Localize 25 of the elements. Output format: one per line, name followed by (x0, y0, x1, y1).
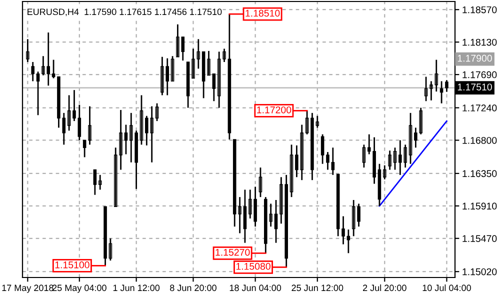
x-tick-label: 1 Jun 12:00 (113, 284, 160, 292)
y-tick-label: 1.17240 (462, 104, 497, 112)
y-tick-label: 1.16800 (462, 136, 497, 144)
annotation: 1.17900 (458, 54, 492, 62)
x-tick-label: 17 May 2018 (2, 284, 54, 293)
y-tick-label: 1.16350 (462, 170, 497, 178)
y-tick-label: 1.18570 (462, 6, 497, 14)
y-tick-label: 1.17690 (462, 71, 497, 78)
annotation: 1.15100 (55, 261, 90, 268)
annotation: 1.15080 (236, 262, 270, 270)
y-tick-label: 1.15910 (462, 202, 497, 210)
x-tick-label: 18 Jun 04:00 (230, 284, 282, 292)
x-tick-label: 8 Jun 20:00 (170, 284, 216, 292)
annotation: 1.17200 (257, 106, 292, 114)
x-tick-label: 25 Jun 12:00 (292, 284, 344, 292)
y-tick-label: 1.15020 (462, 268, 497, 276)
x-tick-label: 2 Jul 20:00 (363, 284, 406, 292)
x-tick-label: 25 May 04:00 (52, 284, 106, 293)
y-tick-label: 1.15470 (462, 235, 497, 242)
y-tick-label: 1.18130 (462, 38, 497, 46)
text: EURUSD,H4 1.17590 1.17615 1.17456 1.17510 (28, 8, 222, 16)
annotation: 1.18510 (246, 10, 280, 17)
x-tick-label: 10 Jul 04:00 (422, 284, 471, 292)
annotation: 1.15270 (216, 248, 250, 256)
ref-line-label: 1.17510 (458, 84, 492, 90)
